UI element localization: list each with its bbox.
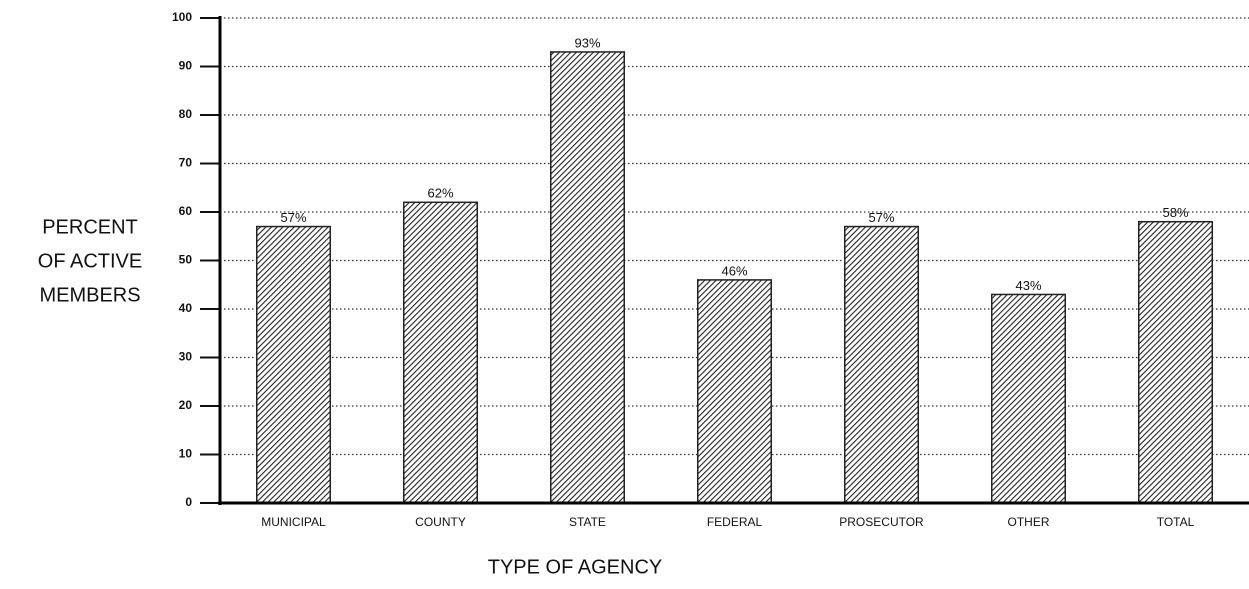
bar xyxy=(991,293,1066,504)
value-label: 58% xyxy=(1162,205,1188,220)
y-tick-label: 100 xyxy=(172,10,192,24)
value-label: 57% xyxy=(868,210,894,225)
y-tick-label: 70 xyxy=(179,156,193,170)
x-tick-label: STATE xyxy=(569,515,606,529)
value-label: 43% xyxy=(1015,278,1041,293)
bar xyxy=(550,51,625,504)
y-tick-label: 30 xyxy=(179,350,193,364)
value-label: 62% xyxy=(427,186,453,201)
x-tick-label: PROSECUTOR xyxy=(839,515,924,529)
x-tick-label: OTHER xyxy=(1008,515,1050,529)
y-tick-label: 80 xyxy=(179,107,193,121)
value-label: 93% xyxy=(574,35,600,50)
bar xyxy=(697,279,772,504)
y-axis-label: OF ACTIVE xyxy=(38,250,142,272)
y-axis-label: MEMBERS xyxy=(39,284,140,306)
y-tick-label: 40 xyxy=(179,301,193,315)
y-axis-label: PERCENT xyxy=(42,216,138,238)
bar xyxy=(403,201,478,504)
bar xyxy=(1138,220,1213,504)
y-tick-label: 60 xyxy=(179,204,193,218)
x-tick-label: COUNTY xyxy=(415,515,466,529)
value-label: 57% xyxy=(280,210,306,225)
y-tick-label: 50 xyxy=(179,253,193,267)
x-axis-label: TYPE OF AGENCY xyxy=(488,556,662,578)
x-tick-label: FEDERAL xyxy=(707,515,763,529)
y-tick-label: 20 xyxy=(179,398,193,412)
value-label: 46% xyxy=(721,263,747,278)
x-tick-label: MUNICIPAL xyxy=(261,515,326,529)
y-tick-label: 10 xyxy=(179,447,193,461)
y-tick-label: 90 xyxy=(179,59,193,73)
bar xyxy=(256,225,331,504)
y-tick-label: 0 xyxy=(185,495,192,509)
x-tick-label: TOTAL xyxy=(1157,515,1195,529)
bar xyxy=(844,225,919,504)
